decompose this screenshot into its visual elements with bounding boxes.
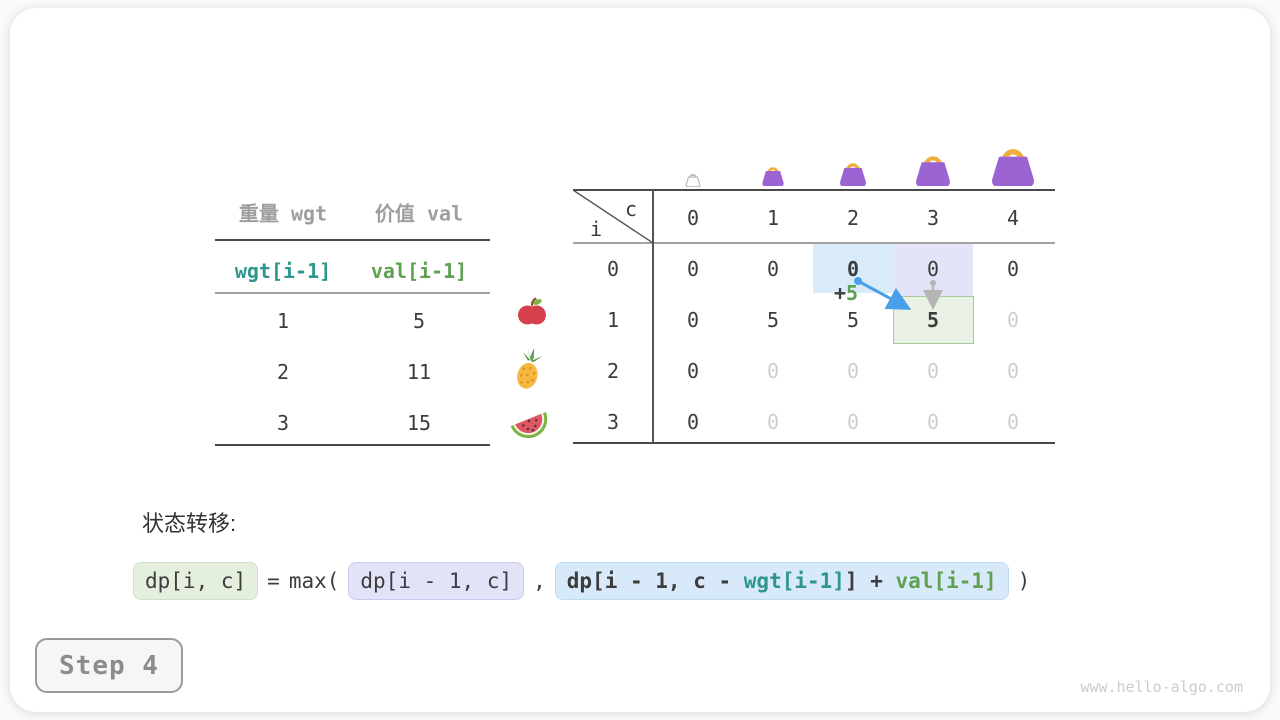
item-weight-cell: 1 bbox=[276, 309, 290, 333]
formula-take-val: val[i-1] bbox=[895, 569, 997, 593]
formula-arg-take: dp[i - 1, c - wgt[i-1]] + val[i-1] bbox=[554, 562, 1009, 600]
apple-icon bbox=[516, 296, 548, 328]
dp-col-header: 3 bbox=[926, 206, 940, 230]
formula-lhs: dp[i, c] bbox=[133, 562, 259, 600]
dp-cell: 0 bbox=[1006, 257, 1020, 281]
item-weight-cell: 2 bbox=[276, 360, 290, 384]
dp-cell: 0 bbox=[846, 410, 860, 434]
dp-cell: 5 bbox=[926, 308, 940, 332]
dp-table-vertical-rule bbox=[652, 190, 654, 443]
step-badge: Step 4 bbox=[35, 638, 183, 693]
formula-close-paren: ) bbox=[1017, 569, 1031, 593]
bag-large-icon bbox=[912, 148, 954, 186]
items-col-header-weight: 重量 wgt bbox=[238, 201, 328, 226]
state-transition-formula: dp[i, c] = max( dp[i - 1, c] , dp[i - 1,… bbox=[133, 560, 1030, 602]
formula-take-pre: dp[i - 1, c - bbox=[566, 569, 744, 593]
bag-empty-icon bbox=[684, 170, 702, 187]
section-title: 状态转移: bbox=[142, 511, 237, 536]
dp-row-header: 2 bbox=[606, 359, 620, 383]
dp-table-top-rule bbox=[573, 189, 1055, 191]
dp-cell: 0 bbox=[1006, 359, 1020, 383]
pineapple-icon bbox=[511, 347, 547, 391]
formula-take-wgt: wgt[i-1] bbox=[743, 569, 845, 593]
dp-table-header-rule bbox=[573, 242, 1055, 244]
dp-corner-diagonal bbox=[573, 190, 653, 243]
dp-col-header: 4 bbox=[1006, 206, 1020, 230]
dp-cell: 0 bbox=[686, 308, 700, 332]
plus-sign: + bbox=[834, 281, 847, 305]
dp-corner-label-i: i bbox=[589, 217, 603, 241]
dp-cell: 0 bbox=[1006, 410, 1020, 434]
watermark: www.hello-algo.com bbox=[1080, 678, 1243, 696]
bag-small-icon bbox=[760, 162, 786, 186]
dp-cell: 0 bbox=[766, 410, 780, 434]
item-value-cell: 11 bbox=[406, 360, 432, 384]
diagram-card bbox=[10, 8, 1270, 712]
items-sub-header-wgt: wgt[i-1] bbox=[234, 259, 332, 283]
dp-row-header: 0 bbox=[606, 257, 620, 281]
watermelon-icon bbox=[506, 401, 552, 441]
dp-cell: 0 bbox=[1006, 308, 1020, 332]
dp-corner-label-c: c bbox=[624, 197, 638, 221]
formula-arg-keep: dp[i - 1, c] bbox=[348, 562, 525, 600]
formula-comma: , bbox=[533, 569, 546, 593]
formula-equals: = bbox=[267, 569, 280, 593]
dp-cell: 0 bbox=[686, 410, 700, 434]
dp-cell: 0 bbox=[766, 359, 780, 383]
items-sub-header-val: val[i-1] bbox=[370, 259, 468, 283]
items-table-top-rule bbox=[215, 239, 490, 241]
dp-row-header: 3 bbox=[606, 410, 620, 434]
dp-col-header: 0 bbox=[686, 206, 700, 230]
plus-value-annotation: +5 bbox=[834, 281, 858, 305]
formula-max-open: max( bbox=[288, 569, 340, 593]
items-table-mid-rule bbox=[215, 292, 490, 294]
item-value-cell: 5 bbox=[412, 309, 426, 333]
item-value-cell: 15 bbox=[406, 411, 432, 435]
dp-table-bottom-rule bbox=[573, 442, 1055, 444]
dp-cell: 0 bbox=[846, 257, 860, 281]
dp-cell: 0 bbox=[926, 410, 940, 434]
item-weight-cell: 3 bbox=[276, 411, 290, 435]
dp-cell: 0 bbox=[686, 257, 700, 281]
dp-cell: 0 bbox=[686, 359, 700, 383]
dp-cell: 0 bbox=[846, 359, 860, 383]
formula-take-mid: ] + bbox=[844, 569, 896, 593]
bag-xlarge-icon bbox=[987, 139, 1039, 186]
take-arrow bbox=[857, 279, 912, 310]
dp-cell: 5 bbox=[766, 308, 780, 332]
items-col-header-value: 价值 val bbox=[374, 201, 464, 226]
dp-cell: 0 bbox=[926, 257, 940, 281]
transition-arrows bbox=[800, 265, 1000, 335]
plus-amount: 5 bbox=[846, 281, 859, 305]
dp-cell: 0 bbox=[926, 359, 940, 383]
dp-col-header: 2 bbox=[846, 206, 860, 230]
dp-col-header: 1 bbox=[766, 206, 780, 230]
bag-medium-icon bbox=[837, 157, 869, 186]
items-table-bottom-rule bbox=[215, 444, 490, 446]
dp-cell: 5 bbox=[846, 308, 860, 332]
highlight-source-cell bbox=[813, 244, 893, 293]
dp-row-header: 1 bbox=[606, 308, 620, 332]
dp-cell: 0 bbox=[766, 257, 780, 281]
